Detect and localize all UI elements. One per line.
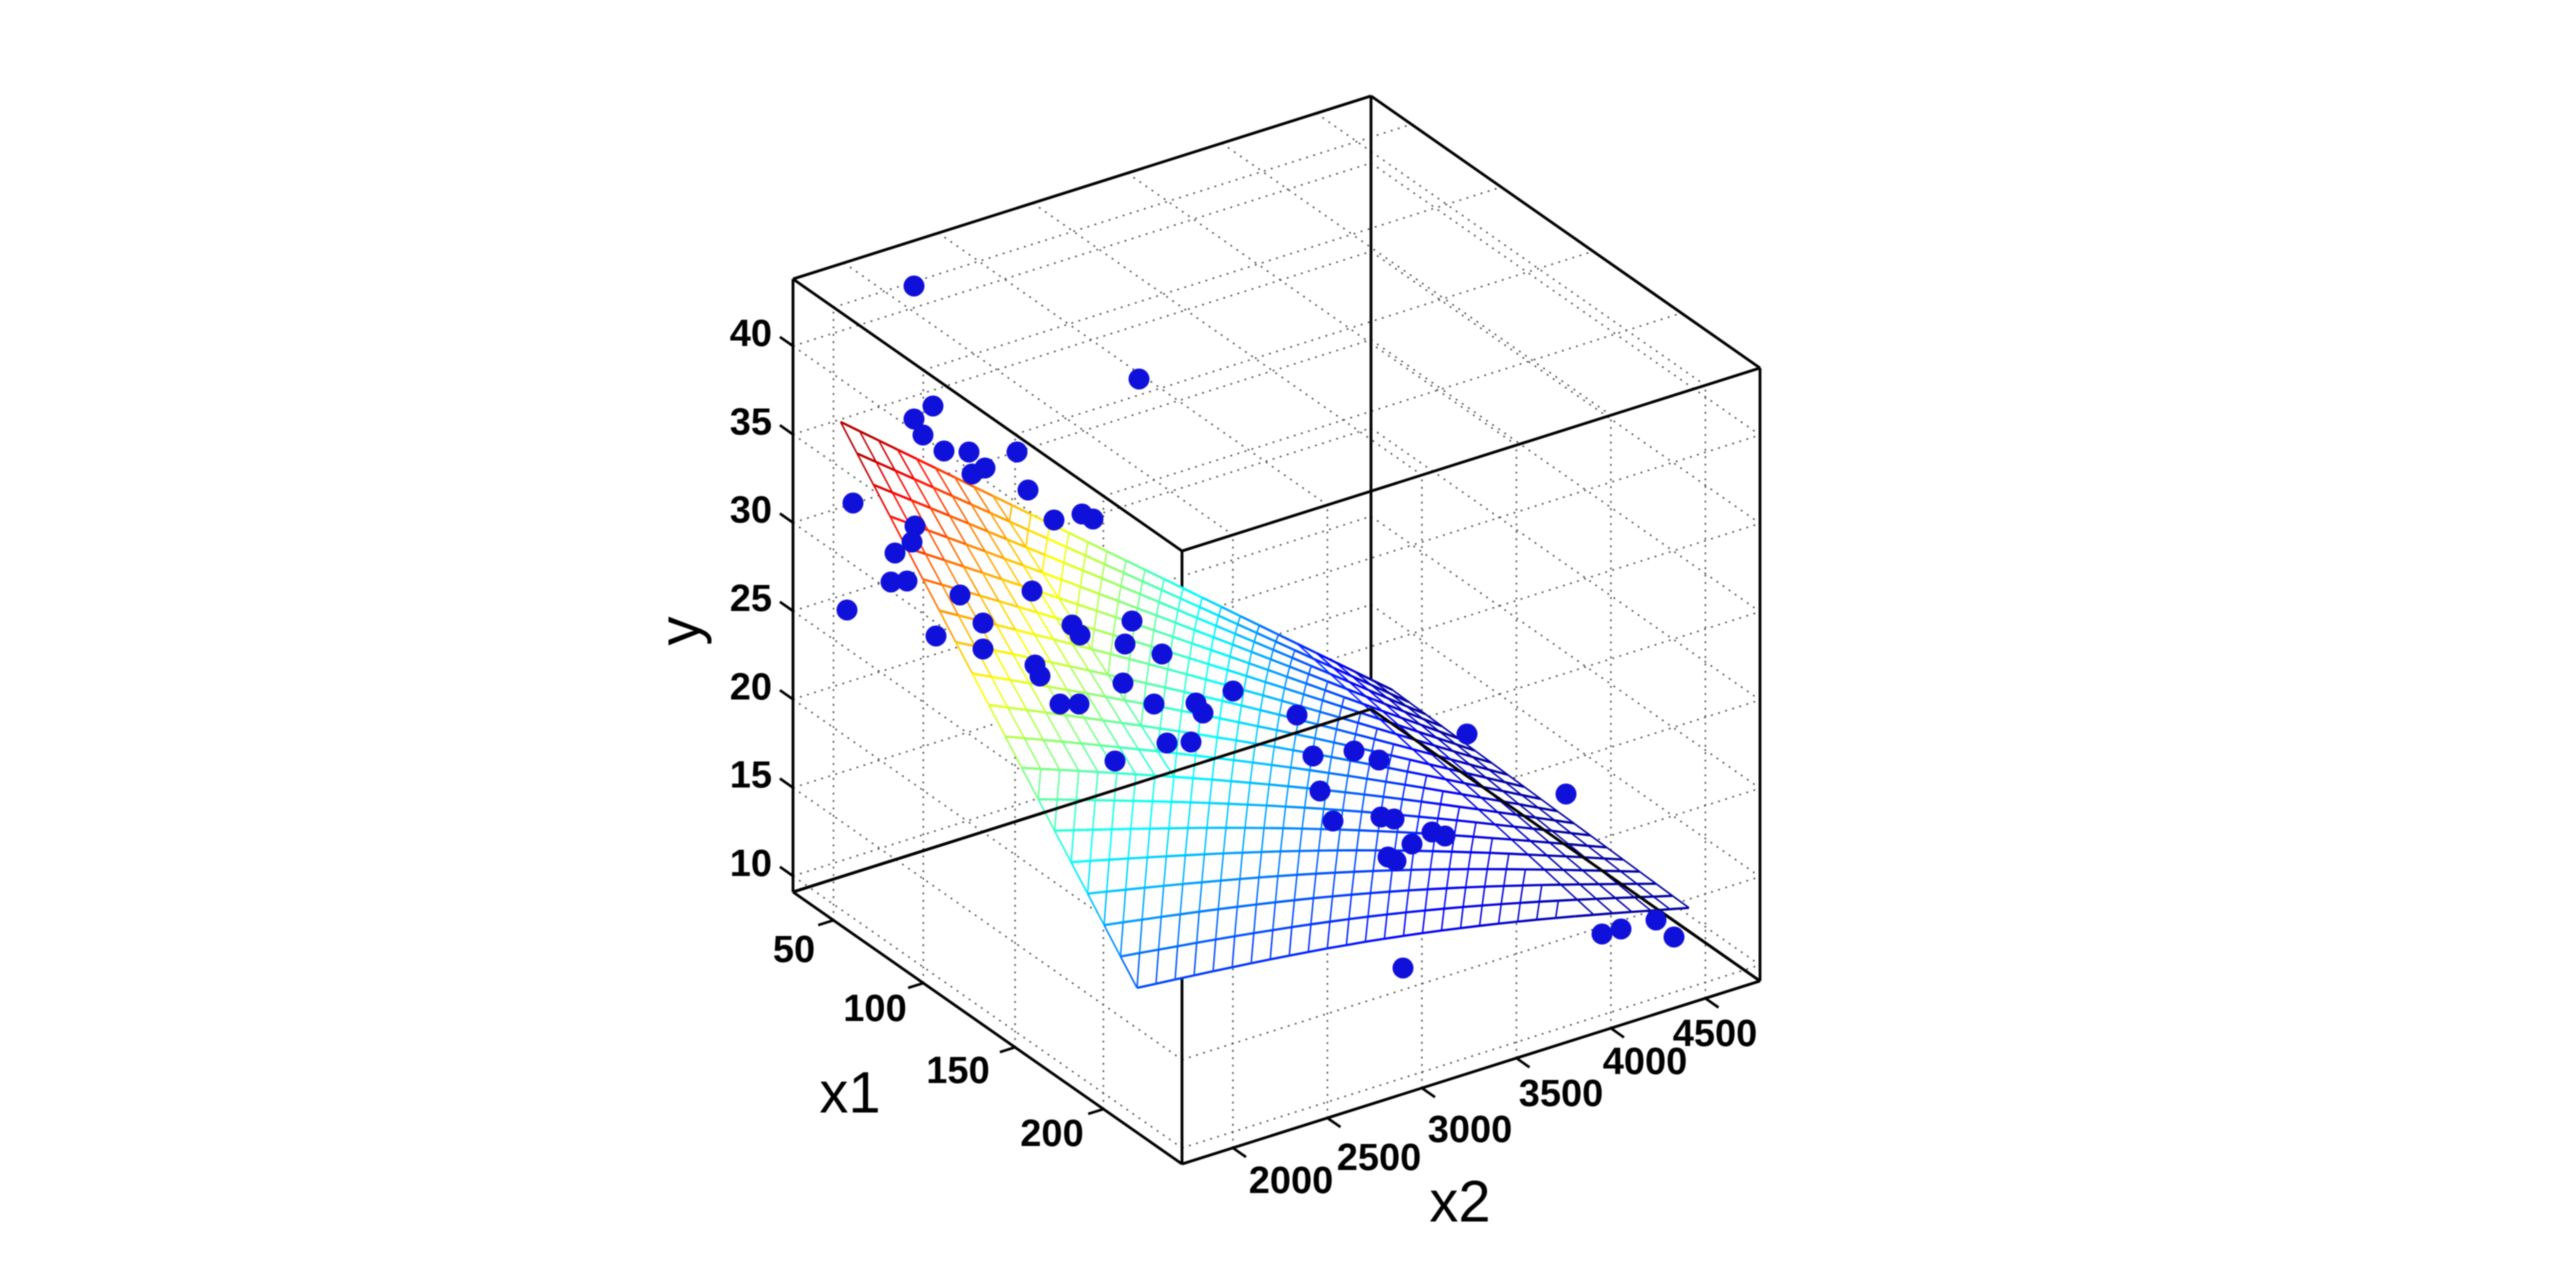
svg-text:10: 10 — [730, 843, 772, 885]
svg-text:100: 100 — [843, 988, 906, 1030]
svg-text:40: 40 — [730, 313, 772, 355]
svg-text:4500: 4500 — [1673, 1013, 1758, 1055]
svg-text:20: 20 — [730, 666, 772, 708]
svg-text:150: 150 — [926, 1050, 989, 1092]
svg-text:15: 15 — [730, 755, 772, 797]
svg-text:25: 25 — [730, 578, 772, 620]
svg-text:2000: 2000 — [1249, 1160, 1334, 1202]
svg-text:30: 30 — [730, 490, 772, 532]
svg-text:50: 50 — [773, 929, 815, 971]
svg-text:200: 200 — [1020, 1113, 1083, 1155]
svg-text:y: y — [648, 617, 713, 646]
svg-text:3000: 3000 — [1428, 1109, 1513, 1151]
svg-text:3500: 3500 — [1519, 1073, 1604, 1115]
svg-text:2500: 2500 — [1337, 1137, 1422, 1179]
svg-text:4000: 4000 — [1603, 1041, 1688, 1083]
svg-text:x1: x1 — [819, 1061, 880, 1126]
svg-text:x2: x2 — [1429, 1170, 1490, 1235]
svg-text:35: 35 — [730, 401, 772, 443]
